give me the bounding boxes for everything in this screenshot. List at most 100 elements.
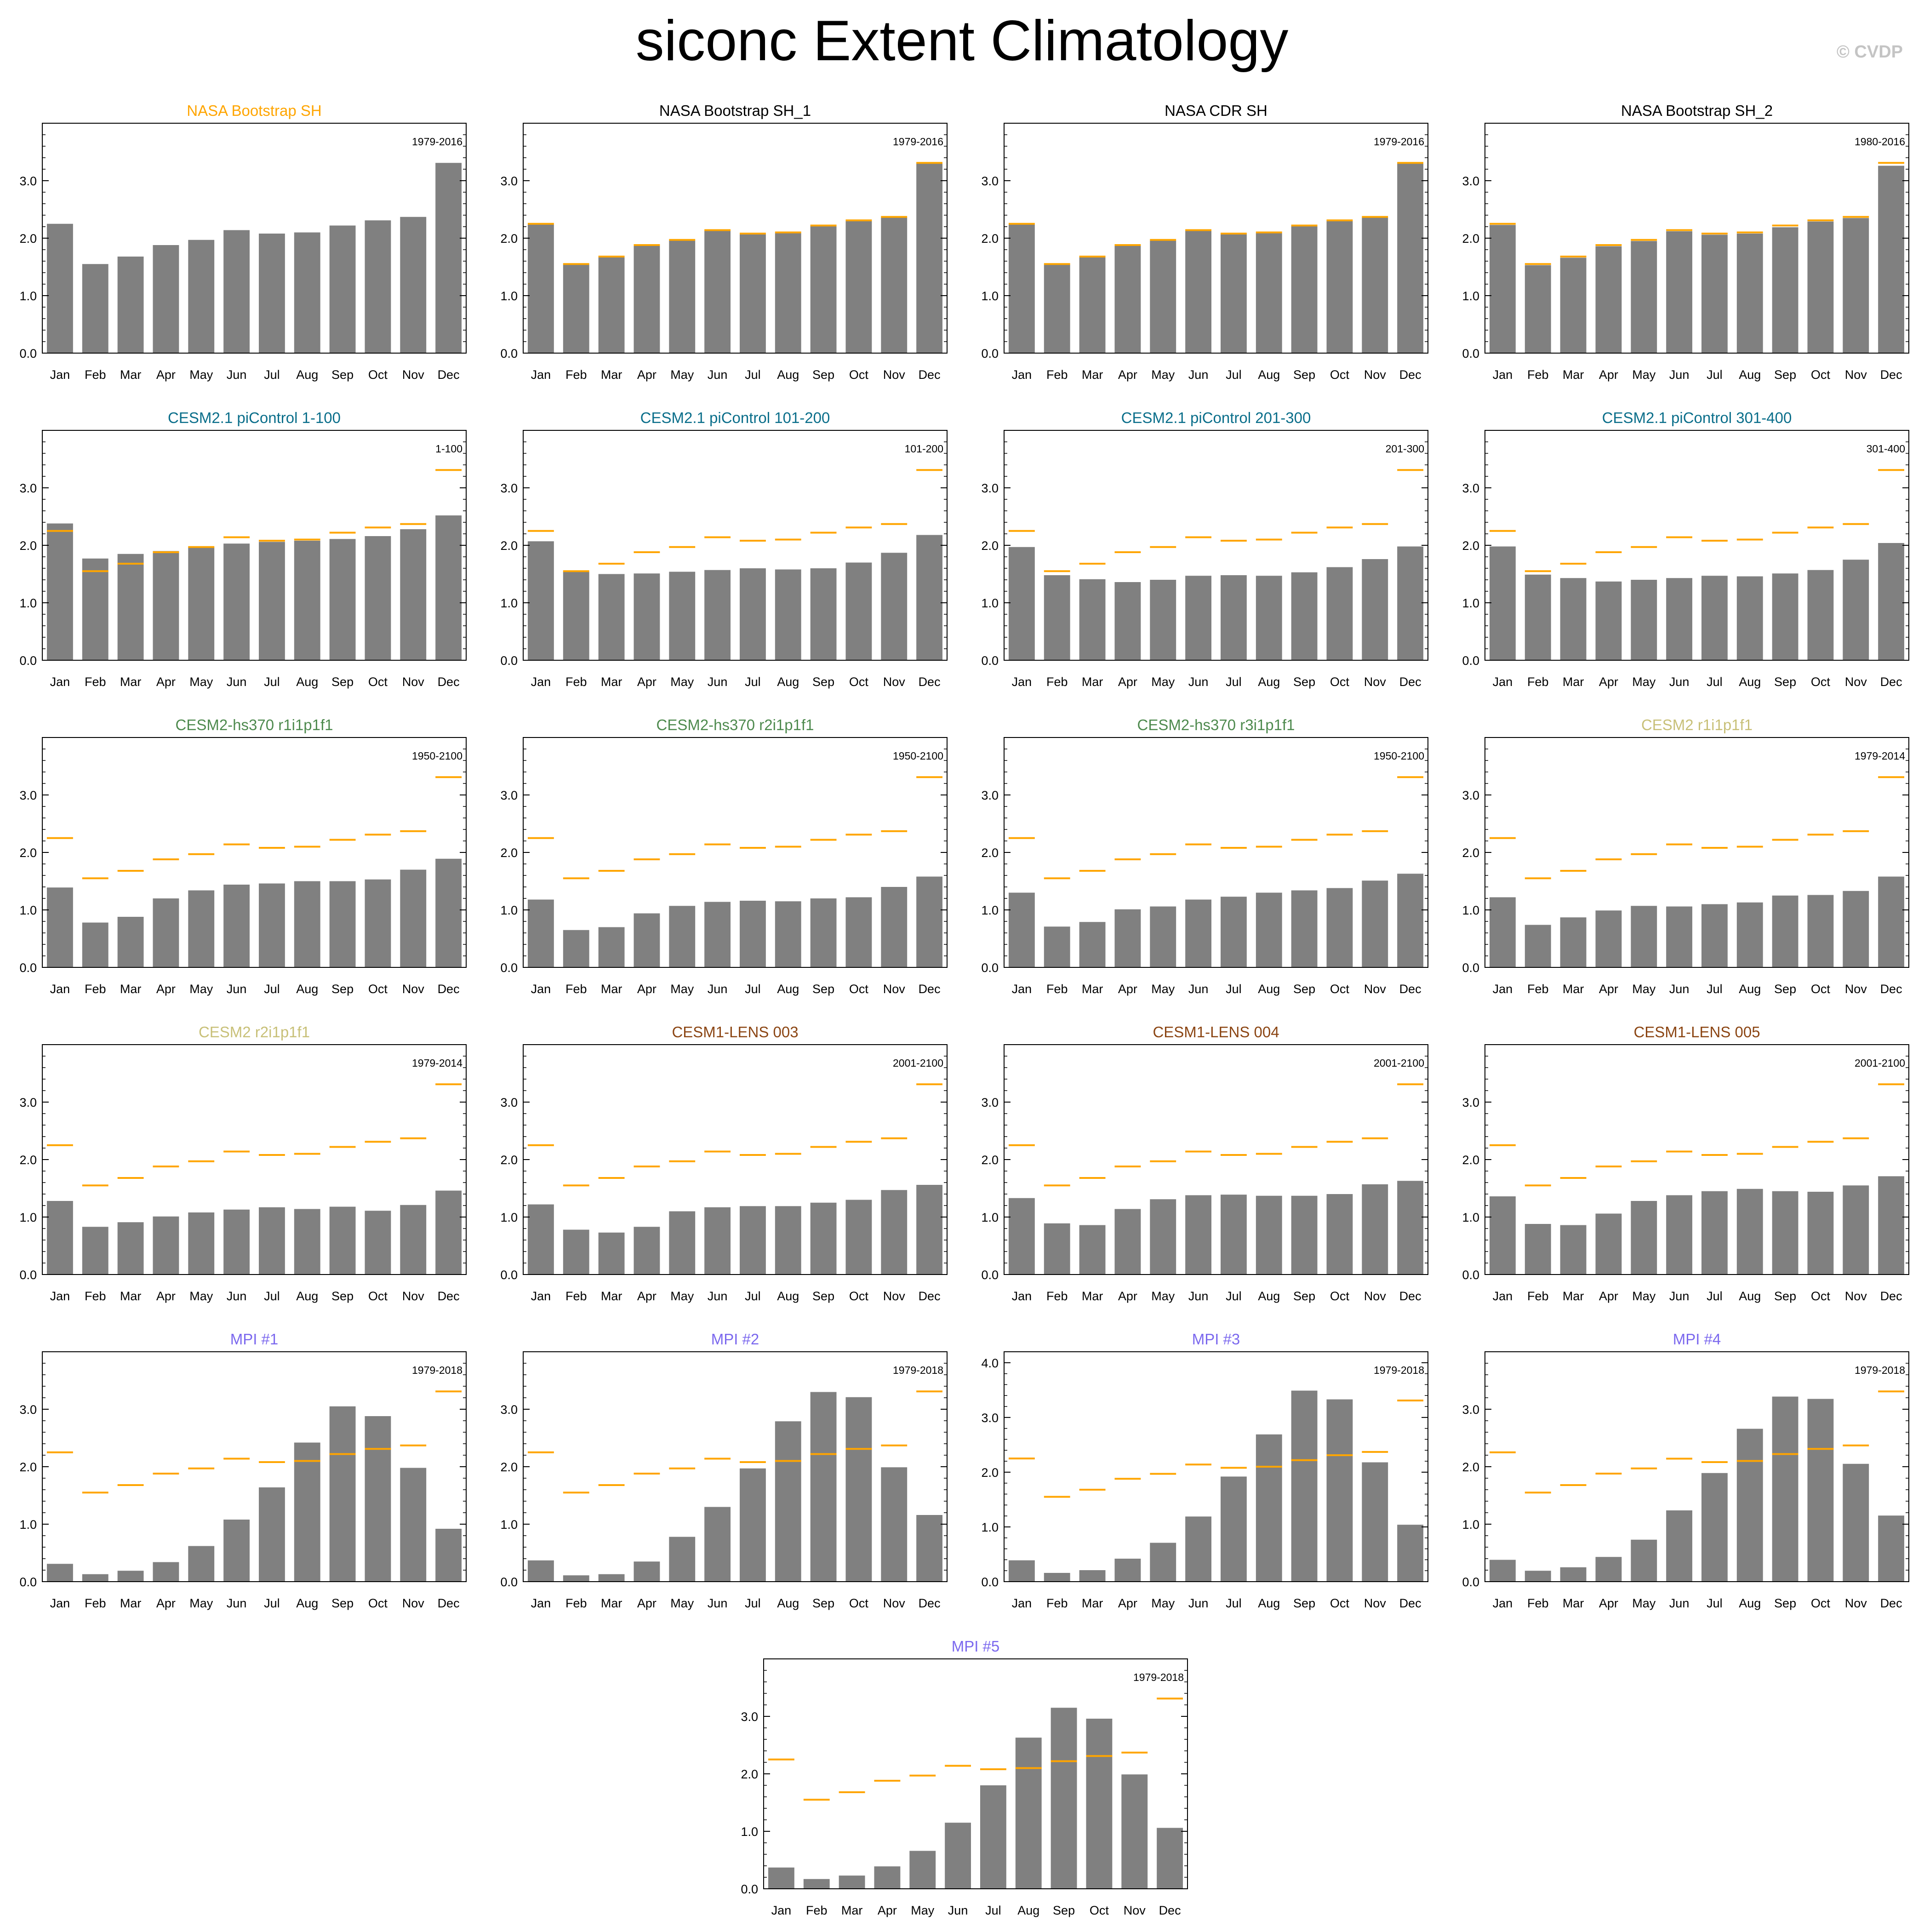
x-tick-label: Feb — [1527, 1596, 1549, 1610]
x-tick-label: Nov — [402, 1596, 425, 1610]
y-tick-label: 1.0 — [1462, 596, 1479, 610]
bar-jan — [1008, 547, 1035, 660]
x-tick-label: May — [189, 368, 213, 382]
bar-oct — [1326, 1194, 1353, 1275]
bar-feb — [82, 1227, 108, 1275]
bar-jan — [46, 1201, 73, 1275]
bar-jan — [1489, 546, 1516, 660]
bar-aug — [1736, 1189, 1763, 1275]
x-tick-label: Aug — [777, 1289, 799, 1303]
bar-may — [669, 1537, 696, 1582]
x-tick-label: Feb — [1046, 675, 1068, 689]
x-tick-label: Feb — [1046, 982, 1068, 996]
x-tick-label: Mar — [1563, 1289, 1584, 1303]
bar-oct — [1326, 888, 1353, 967]
x-tick-label: Feb — [806, 1903, 828, 1917]
bar-may — [1150, 1199, 1176, 1275]
chart-panel: MPI #1 0.0 1.0 2.0 3.0 Jan Feb Mar Apr May Jun Jul A… — [19, 1331, 467, 1610]
x-tick-label: Sep — [1053, 1903, 1075, 1917]
bar-may — [669, 906, 696, 967]
x-tick-label: Sep — [331, 675, 354, 689]
x-tick-label: May — [1151, 675, 1175, 689]
bar-dec — [435, 1529, 462, 1582]
x-tick-label: Dec — [438, 1289, 460, 1303]
bar-oct — [1326, 567, 1353, 660]
bar-feb — [563, 930, 589, 967]
x-tick-label: Jun — [708, 1289, 728, 1303]
bar-jul — [1220, 1476, 1247, 1582]
bar-may — [1631, 906, 1657, 967]
bar-mar — [1560, 917, 1587, 967]
chart-title: CESM2.1 piControl 301-400 — [1602, 409, 1792, 426]
x-tick-label: Feb — [565, 1289, 587, 1303]
chart-panel: CESM2.1 piControl 201-300 0.0 1.0 2.0 3.0 Jan… — [981, 409, 1428, 689]
x-tick-label: Nov — [1364, 982, 1387, 996]
x-tick-label: May — [1632, 1289, 1656, 1303]
x-tick-label: Aug — [1017, 1903, 1039, 1917]
bar-apr — [153, 1216, 179, 1275]
bar-aug — [1736, 576, 1763, 660]
bar-jun — [1666, 906, 1693, 967]
y-tick-label: 2.0 — [500, 1460, 518, 1474]
y-tick-label: 2.0 — [981, 232, 999, 246]
y-tick-label: 3.0 — [981, 1096, 999, 1109]
bar-jan — [1008, 1560, 1035, 1582]
bar-oct — [845, 221, 872, 353]
y-tick-label: 2.0 — [19, 1153, 37, 1167]
x-tick-label: Jan — [50, 1289, 70, 1303]
x-tick-label: May — [189, 1596, 213, 1610]
x-tick-label: Sep — [812, 675, 834, 689]
bar-feb — [803, 1879, 830, 1889]
x-tick-label: Dec — [1399, 1596, 1422, 1610]
x-tick-label: Feb — [85, 1596, 106, 1610]
bar-feb — [563, 572, 589, 660]
bar-oct — [365, 536, 391, 660]
x-tick-label: Oct — [368, 368, 388, 382]
y-tick-label: 3.0 — [981, 174, 999, 188]
y-tick-label: 0.0 — [1462, 961, 1479, 975]
bar-mar — [598, 574, 625, 660]
x-tick-label: Nov — [1364, 675, 1387, 689]
x-tick-label: Apr — [156, 368, 176, 382]
bar-mar — [598, 927, 625, 967]
chart-title: CESM1-LENS 005 — [1633, 1023, 1760, 1040]
x-tick-label: Dec — [919, 675, 941, 689]
y-tick-label: 0.0 — [741, 1882, 758, 1896]
x-tick-label: Oct — [849, 1289, 869, 1303]
y-tick-label: 0.0 — [981, 961, 999, 975]
x-tick-label: Mar — [120, 1289, 142, 1303]
chart-panel: CESM2.1 piControl 1-100 0.0 1.0 2.0 3.0 Jan Fe… — [19, 409, 467, 689]
bar-may — [1631, 241, 1657, 353]
bar-apr — [1114, 1209, 1141, 1275]
bar-jul — [1220, 1195, 1247, 1275]
bar-may — [669, 572, 696, 660]
bar-feb — [563, 264, 589, 353]
x-tick-label: Jul — [745, 1596, 761, 1610]
bar-jan — [1008, 1198, 1035, 1275]
x-tick-label: Nov — [883, 368, 906, 382]
bar-feb — [82, 1574, 108, 1582]
x-tick-label: Sep — [1774, 1596, 1796, 1610]
x-tick-label: Jul — [1707, 1289, 1723, 1303]
chart-panel: CESM2 r1i1p1f1 0.0 1.0 2.0 3.0 Jan Feb Mar Apr Ma… — [1462, 716, 1909, 996]
x-tick-label: Sep — [812, 368, 834, 382]
bar-oct — [1326, 221, 1353, 353]
chart-panel: CESM1-LENS 005 0.0 1.0 2.0 3.0 Jan Feb Mar Apr Ma… — [1462, 1023, 1909, 1303]
x-tick-label: Apr — [1599, 1289, 1618, 1303]
bar-feb — [82, 922, 108, 967]
x-tick-label: Apr — [1118, 1289, 1137, 1303]
bar-aug — [294, 881, 320, 967]
x-tick-label: Jul — [745, 1289, 761, 1303]
x-tick-label: Mar — [120, 368, 142, 382]
x-tick-label: Dec — [1159, 1903, 1181, 1917]
x-tick-label: Jul — [264, 1289, 280, 1303]
y-tick-label: 3.0 — [500, 174, 518, 188]
x-tick-label: Jul — [1707, 675, 1723, 689]
chart-title: NASA Bootstrap SH_2 — [1621, 102, 1773, 119]
bar-dec — [916, 1515, 943, 1582]
x-tick-label: May — [670, 368, 694, 382]
x-tick-label: Mar — [1082, 368, 1103, 382]
bar-jan — [46, 523, 73, 660]
x-tick-label: May — [1151, 368, 1175, 382]
y-tick-label: 1.0 — [500, 596, 518, 610]
